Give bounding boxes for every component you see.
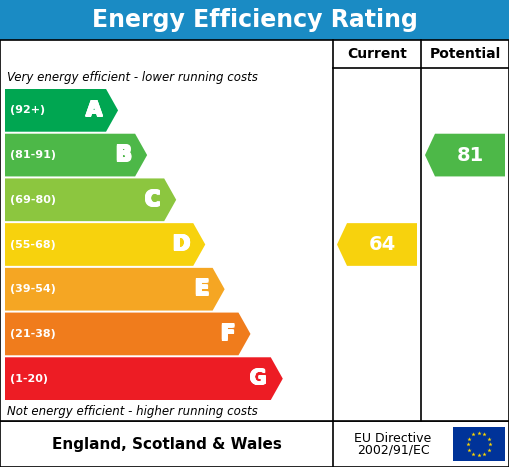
Text: 2002/91/EC: 2002/91/EC (357, 444, 429, 457)
Text: (55-68): (55-68) (10, 240, 56, 249)
Text: E: E (193, 279, 208, 299)
Text: E: E (194, 280, 209, 300)
Text: EU Directive: EU Directive (354, 432, 432, 445)
Text: G: G (249, 368, 266, 388)
Text: B: B (115, 145, 130, 165)
Text: B: B (115, 146, 130, 166)
Text: B: B (116, 146, 132, 166)
Text: Very energy efficient - lower running costs: Very energy efficient - lower running co… (7, 71, 258, 85)
Polygon shape (425, 134, 505, 177)
Text: A: A (85, 99, 101, 120)
Polygon shape (5, 89, 118, 132)
Text: G: G (250, 368, 268, 389)
Text: C: C (144, 191, 159, 211)
Text: C: C (144, 189, 159, 209)
Text: G: G (249, 368, 267, 389)
Text: F: F (219, 324, 234, 344)
Text: G: G (249, 369, 267, 389)
Text: C: C (144, 190, 159, 210)
Text: C: C (145, 189, 160, 209)
Text: England, Scotland & Wales: England, Scotland & Wales (51, 437, 281, 452)
Text: (69-80): (69-80) (10, 195, 56, 205)
Text: D: D (172, 235, 189, 255)
Text: B: B (115, 144, 131, 164)
Polygon shape (5, 178, 176, 221)
Text: Potential: Potential (430, 47, 501, 61)
Text: (92+): (92+) (10, 106, 45, 115)
Text: C: C (146, 191, 161, 211)
Bar (0, 421, 509, 467)
Bar (0, 0, 509, 40)
Text: D: D (171, 234, 188, 255)
Text: G: G (249, 369, 266, 389)
Text: B: B (115, 146, 131, 166)
Text: C: C (146, 190, 161, 210)
Text: E: E (193, 278, 208, 298)
Text: F: F (219, 325, 234, 345)
Text: A: A (85, 100, 101, 120)
Polygon shape (337, 223, 417, 266)
Text: D: D (173, 234, 190, 254)
Text: G: G (249, 368, 267, 388)
Text: (39-54): (39-54) (10, 284, 56, 294)
Polygon shape (5, 223, 205, 266)
Polygon shape (5, 268, 224, 311)
Text: A: A (86, 99, 102, 120)
Text: B: B (115, 144, 130, 164)
Text: D: D (171, 235, 188, 255)
Text: F: F (220, 323, 235, 343)
Text: E: E (194, 278, 209, 298)
Text: E: E (195, 279, 209, 299)
Text: E: E (193, 280, 208, 300)
Text: A: A (86, 101, 102, 121)
Text: F: F (221, 325, 235, 345)
Text: Current: Current (347, 47, 407, 61)
Text: D: D (172, 234, 189, 255)
Text: Energy Efficiency Rating: Energy Efficiency Rating (92, 8, 417, 32)
Text: A: A (86, 100, 102, 120)
Text: D: D (172, 234, 189, 254)
Bar (453, 427, 505, 461)
Text: C: C (145, 190, 160, 210)
Text: A: A (87, 100, 103, 120)
Polygon shape (5, 312, 250, 355)
Text: G: G (250, 369, 268, 389)
Text: A: A (87, 99, 103, 120)
Text: E: E (194, 279, 209, 299)
Text: G: G (250, 368, 268, 388)
Text: B: B (116, 144, 132, 164)
Text: (21-38): (21-38) (10, 329, 56, 339)
Text: B: B (115, 145, 131, 165)
Text: A: A (85, 101, 101, 121)
Text: C: C (146, 189, 161, 209)
Text: F: F (219, 323, 234, 343)
Text: D: D (171, 234, 188, 254)
Bar (0, 40, 509, 421)
Polygon shape (5, 357, 283, 400)
Text: E: E (195, 278, 209, 298)
Text: D: D (173, 235, 190, 255)
Text: F: F (221, 323, 235, 343)
Text: G: G (249, 368, 266, 389)
Polygon shape (5, 134, 147, 177)
Text: 81: 81 (457, 146, 484, 164)
Text: B: B (116, 145, 132, 165)
Text: (1-20): (1-20) (10, 374, 48, 384)
Text: 64: 64 (369, 235, 395, 254)
Text: F: F (220, 324, 235, 344)
Text: E: E (195, 280, 209, 300)
Text: F: F (221, 324, 235, 344)
Text: C: C (145, 191, 160, 211)
Text: (81-91): (81-91) (10, 150, 56, 160)
Text: F: F (220, 325, 235, 345)
Text: D: D (173, 234, 190, 255)
Text: Not energy efficient - higher running costs: Not energy efficient - higher running co… (7, 404, 258, 417)
Text: A: A (87, 101, 103, 121)
